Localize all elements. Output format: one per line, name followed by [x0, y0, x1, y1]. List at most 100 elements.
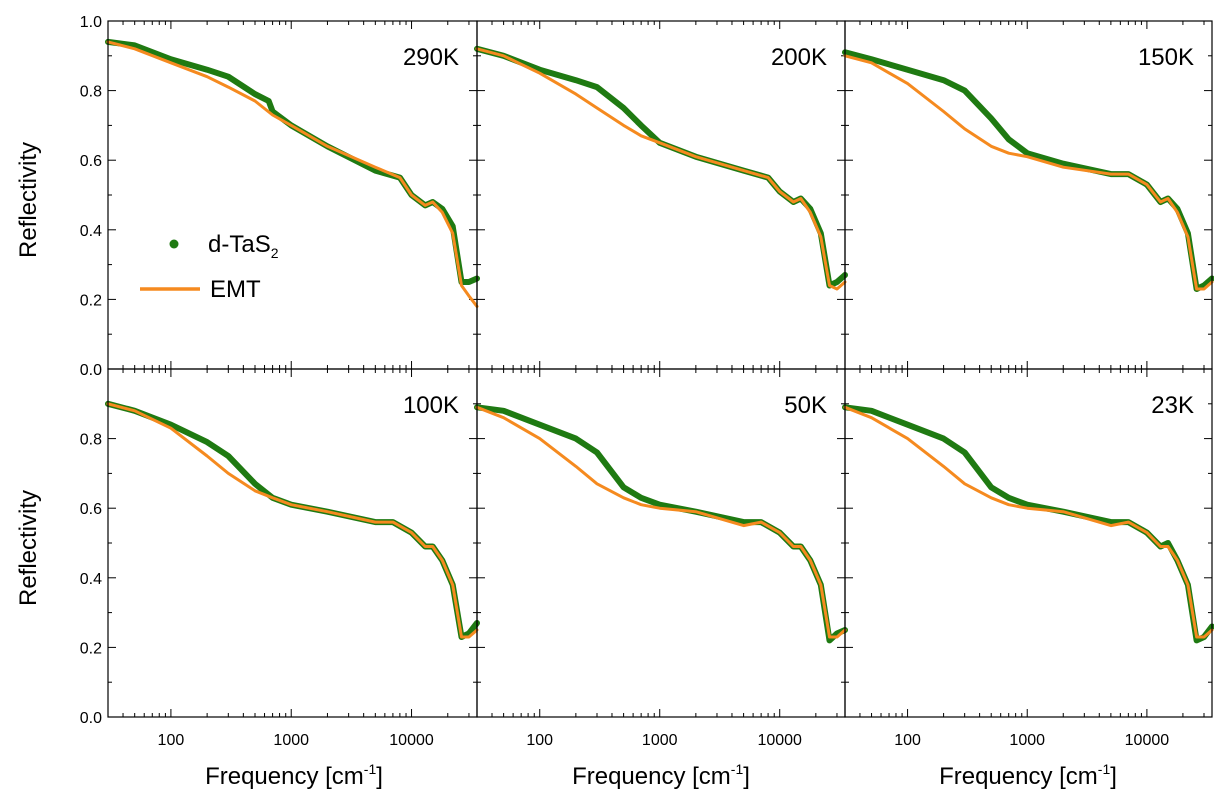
data-point	[988, 484, 994, 490]
temperature-label: 100K	[403, 392, 459, 419]
data-point	[537, 422, 543, 428]
data-point	[988, 115, 994, 121]
series-d-tas2-line	[105, 38, 480, 285]
data-point	[1006, 136, 1012, 142]
data-point	[132, 42, 138, 48]
data-point	[168, 56, 174, 62]
y-tick-label: 0.6	[80, 501, 102, 518]
x-tick-label: 1000	[1009, 732, 1045, 749]
y-axis-label-bottom: Reflectivity	[15, 490, 42, 606]
data-point	[827, 637, 833, 643]
series-d-tas2-line	[842, 404, 1214, 644]
series-emt-line	[106, 402, 479, 639]
panel-frame	[476, 20, 846, 370]
data-point	[869, 56, 875, 62]
panel-150K: 150K	[842, 20, 1214, 370]
data-point	[1006, 495, 1012, 501]
data-point	[621, 484, 627, 490]
data-point	[834, 279, 840, 285]
data-point	[252, 91, 258, 97]
data-point	[266, 98, 272, 104]
x-tick-label: 1000	[642, 732, 678, 749]
data-point	[1024, 502, 1030, 508]
data-point	[941, 436, 947, 442]
x-tick-label: 100	[894, 732, 921, 749]
series-emt-line	[106, 40, 479, 308]
x-tick-label: 10000	[389, 732, 434, 749]
y-tick-label: 0.0	[80, 362, 102, 379]
x-axis-label-3: Frequency [cm-1]	[939, 761, 1117, 790]
ticks-200K	[476, 20, 845, 370]
data-point	[466, 279, 472, 285]
data-point	[204, 67, 210, 73]
x-tick-label: 1000	[273, 732, 309, 749]
y-tick-label: 0.4	[80, 223, 102, 240]
panel-frame	[844, 368, 1213, 718]
y-tick-label: 0.2	[80, 640, 102, 657]
data-point	[657, 502, 663, 508]
panel-50K: 50K 100 1000 10000	[474, 368, 848, 749]
y-axis-label-top: Reflectivity	[15, 142, 42, 258]
data-point	[905, 67, 911, 73]
data-point	[1194, 637, 1200, 643]
x-tick-label: 100	[526, 732, 553, 749]
x-tick-label: 10000	[1125, 732, 1170, 749]
series-d-tas2-line	[842, 49, 1214, 292]
data-point	[594, 450, 600, 456]
panel-200K: 200K	[474, 20, 848, 370]
data-point	[638, 495, 644, 501]
data-point	[1108, 519, 1114, 525]
series-emt-line	[475, 47, 847, 291]
series-emt-line	[475, 405, 847, 639]
x-tick-label: 100	[158, 732, 185, 749]
y-tick-label: 0.0	[80, 710, 102, 727]
data-point	[225, 74, 231, 80]
data-point	[621, 105, 627, 111]
data-point	[594, 84, 600, 90]
y-tick-label: 0.8	[80, 84, 102, 101]
data-point	[573, 436, 579, 442]
data-point	[372, 168, 378, 174]
temperature-label: 290K	[403, 44, 459, 71]
data-point	[1060, 161, 1066, 167]
data-point	[941, 77, 947, 83]
x-tick-label: 10000	[757, 732, 802, 749]
data-point	[962, 88, 968, 94]
temperature-label: 23K	[1151, 392, 1194, 419]
x-axis-label-2: Frequency [cm-1]	[572, 761, 750, 790]
y-tick-label: 0.4	[80, 571, 102, 588]
data-point	[638, 122, 644, 128]
data-point	[204, 439, 210, 445]
panel-290K: 290K 0.0 0.2 0.4 0.6 0.8 1.0	[80, 14, 480, 379]
data-point	[905, 422, 911, 428]
series-emt-line	[843, 405, 1214, 639]
legend-data-label: d-TaS2	[208, 231, 279, 261]
y-tick-label: 0.2	[80, 292, 102, 309]
temperature-label: 200K	[771, 44, 827, 71]
panel-frame	[107, 20, 478, 370]
series-d-tas2-line	[105, 400, 480, 640]
data-point	[225, 453, 231, 459]
data-point	[252, 481, 258, 487]
data-point	[869, 408, 875, 414]
data-point	[573, 77, 579, 83]
y-tick-label: 0.8	[80, 432, 102, 449]
data-point	[501, 408, 507, 414]
series-d-tas2-line	[474, 404, 848, 644]
ticks-290K	[107, 20, 477, 370]
data-point	[168, 422, 174, 428]
data-point	[741, 519, 747, 525]
data-point	[1024, 150, 1030, 156]
y-tick-label: 1.0	[80, 14, 102, 31]
temperature-label: 50K	[784, 392, 827, 419]
legend: d-TaS2 EMT	[140, 231, 279, 303]
series-emt-line	[843, 54, 1214, 291]
temperature-label: 150K	[1138, 44, 1194, 71]
y-tick-label: 0.6	[80, 153, 102, 170]
panel-100K: 100K 100 1000 10000 0.0 0.2 0.4 0.6 0.8	[80, 368, 480, 749]
data-point	[1165, 540, 1171, 546]
legend-fit-label: EMT	[210, 276, 261, 303]
x-axis-label-1: Frequency [cm-1]	[205, 761, 383, 790]
